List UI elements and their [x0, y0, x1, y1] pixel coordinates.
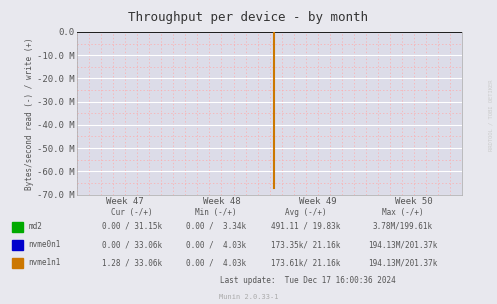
- Text: 491.11 / 19.83k: 491.11 / 19.83k: [271, 222, 340, 231]
- Text: 173.35k/ 21.16k: 173.35k/ 21.16k: [271, 240, 340, 249]
- Text: 0.00 / 31.15k: 0.00 / 31.15k: [102, 222, 162, 231]
- Text: nvme0n1: nvme0n1: [28, 240, 61, 249]
- Text: 173.61k/ 21.16k: 173.61k/ 21.16k: [271, 258, 340, 268]
- Y-axis label: Bytes/second read (-) / write (+): Bytes/second read (-) / write (+): [25, 37, 34, 190]
- Text: 0.00 /  4.03k: 0.00 / 4.03k: [186, 240, 246, 249]
- Text: Max (-/+): Max (-/+): [382, 208, 423, 217]
- Text: 3.78M/199.61k: 3.78M/199.61k: [373, 222, 432, 231]
- Text: 0.00 /  3.34k: 0.00 / 3.34k: [186, 222, 246, 231]
- Text: 1.28 / 33.06k: 1.28 / 33.06k: [102, 258, 162, 268]
- Text: Cur (-/+): Cur (-/+): [111, 208, 153, 217]
- Text: Min (-/+): Min (-/+): [195, 208, 237, 217]
- Text: Munin 2.0.33-1: Munin 2.0.33-1: [219, 294, 278, 300]
- Text: 0.00 / 33.06k: 0.00 / 33.06k: [102, 240, 162, 249]
- Text: 194.13M/201.37k: 194.13M/201.37k: [368, 240, 437, 249]
- Text: Avg (-/+): Avg (-/+): [285, 208, 327, 217]
- Text: nvme1n1: nvme1n1: [28, 258, 61, 268]
- Text: 194.13M/201.37k: 194.13M/201.37k: [368, 258, 437, 268]
- Text: Last update:  Tue Dec 17 16:00:36 2024: Last update: Tue Dec 17 16:00:36 2024: [220, 276, 396, 285]
- Text: RRDTOOL / TOBI OETIKER: RRDTOOL / TOBI OETIKER: [489, 80, 494, 151]
- Text: 0.00 /  4.03k: 0.00 / 4.03k: [186, 258, 246, 268]
- Text: Throughput per device - by month: Throughput per device - by month: [129, 11, 368, 24]
- Text: md2: md2: [28, 222, 42, 231]
